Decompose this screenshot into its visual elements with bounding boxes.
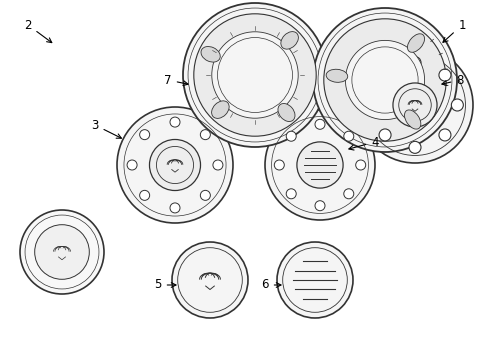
Circle shape xyxy=(343,131,353,141)
Text: 8: 8 xyxy=(441,73,463,86)
Circle shape xyxy=(296,142,343,188)
Text: 6: 6 xyxy=(261,279,281,292)
Ellipse shape xyxy=(211,101,229,118)
Circle shape xyxy=(149,139,200,190)
Circle shape xyxy=(285,131,296,141)
Circle shape xyxy=(378,69,390,81)
Circle shape xyxy=(438,129,450,141)
Circle shape xyxy=(193,14,316,136)
Circle shape xyxy=(345,40,424,120)
Circle shape xyxy=(211,32,298,118)
Circle shape xyxy=(200,130,210,140)
Circle shape xyxy=(183,3,326,147)
Circle shape xyxy=(20,210,104,294)
Ellipse shape xyxy=(280,32,298,49)
Circle shape xyxy=(200,190,210,201)
Circle shape xyxy=(172,242,247,318)
Circle shape xyxy=(314,201,325,211)
Circle shape xyxy=(274,160,284,170)
Circle shape xyxy=(127,160,137,170)
Circle shape xyxy=(117,107,232,223)
Circle shape xyxy=(323,19,445,141)
Text: 4: 4 xyxy=(348,135,378,150)
Circle shape xyxy=(356,47,472,163)
Circle shape xyxy=(170,117,180,127)
Circle shape xyxy=(276,242,352,318)
Circle shape xyxy=(264,110,374,220)
Ellipse shape xyxy=(407,34,424,52)
Circle shape xyxy=(408,57,420,69)
Text: 3: 3 xyxy=(91,118,121,138)
Circle shape xyxy=(140,190,149,201)
Ellipse shape xyxy=(201,46,220,62)
Circle shape xyxy=(392,83,436,127)
Circle shape xyxy=(285,189,296,199)
Circle shape xyxy=(408,141,420,153)
Ellipse shape xyxy=(325,69,347,82)
Circle shape xyxy=(212,160,223,170)
Text: 1: 1 xyxy=(442,18,465,42)
Circle shape xyxy=(140,130,149,140)
Circle shape xyxy=(312,8,456,152)
Ellipse shape xyxy=(404,110,420,129)
Circle shape xyxy=(35,225,89,279)
Text: 5: 5 xyxy=(154,279,176,292)
Circle shape xyxy=(343,189,353,199)
Circle shape xyxy=(438,69,450,81)
Circle shape xyxy=(378,129,390,141)
Circle shape xyxy=(355,160,365,170)
Text: 2: 2 xyxy=(24,18,52,42)
Text: 7: 7 xyxy=(164,73,188,86)
Circle shape xyxy=(314,119,325,129)
Circle shape xyxy=(170,203,180,213)
Circle shape xyxy=(450,99,463,111)
Circle shape xyxy=(366,99,378,111)
Ellipse shape xyxy=(277,104,294,122)
